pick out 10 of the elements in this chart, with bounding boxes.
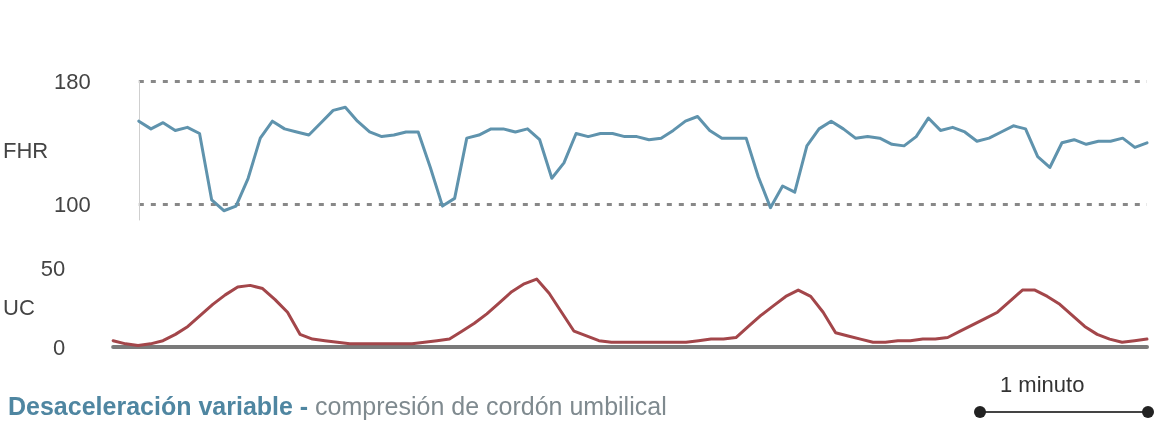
y-tick-label: 180	[54, 68, 91, 94]
line-series	[111, 277, 1149, 347]
text: Desaceleración variable - compresión de cordón umbilical	[8, 392, 667, 421]
y-axis-title: FHR	[3, 138, 49, 163]
line-series	[137, 105, 1149, 213]
y-tick-label: 0	[52, 334, 66, 360]
y-tick-label: 100	[54, 192, 91, 218]
text: 1 minuto	[1000, 372, 1085, 398]
y-tick-label: 50	[40, 255, 66, 281]
y-axis-title: UC	[3, 295, 35, 320]
